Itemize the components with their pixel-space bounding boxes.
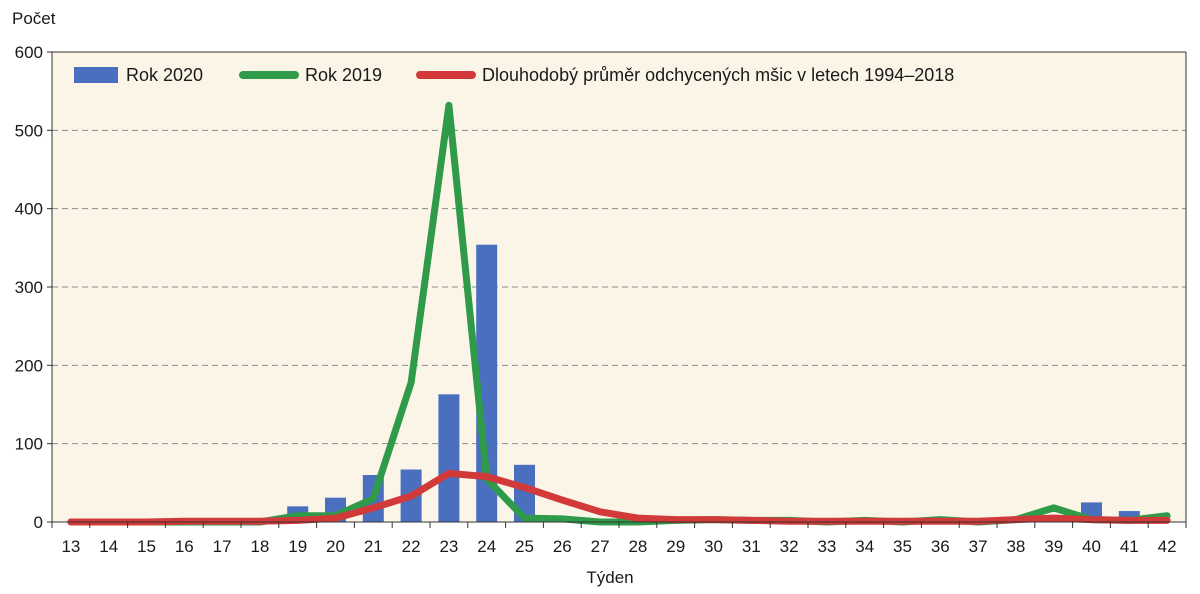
x-tick-label: 29 [666,537,685,556]
x-axis-ticks: 13 14 15 16 17 18 19 20 21 22 23 24 25 26 27 28 29 30 31 32… [51,522,1187,556]
y-tick-label: 0 [34,513,43,532]
x-tick-label: 18 [250,537,269,556]
bar [1118,511,1140,522]
gridlines [52,129,1186,445]
x-tick-label: 14 [99,537,118,556]
x-tick-label: 40 [1082,537,1101,556]
y-tick-label: 300 [15,278,43,297]
x-tick-label: 39 [1044,537,1063,556]
x-axis-label: Týden [586,568,633,587]
y-tick-label: 600 [15,43,43,62]
x-tick-label: 30 [704,537,723,556]
y-axis-ticks: 0 100 200 300 400 500 600 [15,43,52,532]
bar [438,394,460,522]
x-tick-label: 33 [817,537,836,556]
x-tick-label: 20 [326,537,345,556]
y-tick-label: 100 [15,435,43,454]
x-tick-label: 24 [477,537,496,556]
x-tick-label: 31 [742,537,761,556]
x-tick-label: 32 [780,537,799,556]
x-tick-label: 37 [969,537,988,556]
x-tick-label: 22 [402,537,421,556]
x-tick-label: 35 [893,537,912,556]
legend-label: Rok 2020 [126,65,203,85]
x-tick-label: 16 [175,537,194,556]
x-tick-label: 26 [553,537,572,556]
x-tick-label: 41 [1120,537,1139,556]
x-tick-label: 36 [931,537,950,556]
x-tick-label: 21 [364,537,383,556]
x-tick-label: 42 [1158,537,1177,556]
x-tick-label: 17 [213,537,232,556]
y-axis-label: Počet [12,9,56,28]
x-tick-label: 19 [288,537,307,556]
legend: Rok 2020 Rok 2019 Dlouhodobý průměr odchyc… [74,65,954,85]
x-tick-label: 25 [515,537,534,556]
legend-label: Dlouhodobý průměr odchycených mšic v let… [482,65,954,85]
x-tick-label: 28 [628,537,647,556]
legend-label: Rok 2019 [305,65,382,85]
legend-swatch-rok-2020 [74,67,118,83]
y-tick-label: 500 [15,121,43,140]
y-tick-label: 200 [15,356,43,375]
line-dlouhodoby-prumer [67,469,1171,526]
y-tick-label: 400 [15,200,43,219]
x-tick-label: 34 [855,537,874,556]
x-tick-label: 13 [61,537,80,556]
x-tick-label: 38 [1006,537,1025,556]
x-tick-label: 27 [591,537,610,556]
x-tick-label: 15 [137,537,156,556]
x-tick-label: 23 [439,537,458,556]
